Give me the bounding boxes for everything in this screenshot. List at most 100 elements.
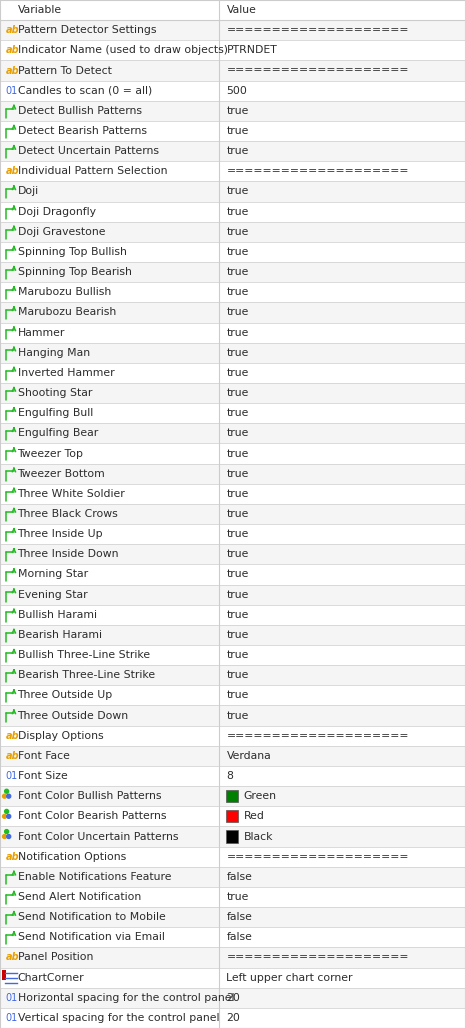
Text: Enable Notifications Feature: Enable Notifications Feature [18,872,171,882]
Text: true: true [226,328,249,337]
Bar [0,484,465,504]
Circle shape [2,814,7,818]
Text: true: true [226,227,249,236]
Text: true: true [226,429,249,438]
Text: Detect Uncertain Patterns: Detect Uncertain Patterns [18,146,159,156]
Bar [0,242,465,262]
Text: ChartCorner: ChartCorner [18,972,84,983]
Text: Engulfing Bear: Engulfing Bear [18,429,98,438]
Text: Bullish Three-Line Strike: Bullish Three-Line Strike [18,650,150,660]
Text: true: true [226,347,249,358]
Text: false: false [226,912,252,922]
Bar [0,21,465,40]
Text: Three Black Crows: Three Black Crows [18,509,118,519]
Text: true: true [226,247,249,257]
Text: Spinning Top Bullish: Spinning Top Bullish [18,247,126,257]
Text: true: true [226,590,249,599]
Bar [226,831,238,843]
Text: ab: ab [6,953,19,962]
Text: Send Notification via Email: Send Notification via Email [18,932,164,943]
Text: Tweezer Top: Tweezer Top [18,448,84,458]
Bar [0,424,465,443]
Text: Font Size: Font Size [18,771,67,781]
Bar [0,262,465,283]
Text: ab: ab [6,26,19,35]
Text: Notification Options: Notification Options [18,851,126,861]
Bar [0,363,465,383]
Text: Three Outside Down: Three Outside Down [18,710,129,721]
Text: Indicator Name (used to draw objects): Indicator Name (used to draw objects) [18,45,227,56]
Bar [0,101,465,121]
Bar [0,121,465,141]
Bar [0,766,465,786]
Text: true: true [226,489,249,499]
Circle shape [7,835,11,839]
Bar [0,61,465,80]
Text: ====================: ==================== [226,26,409,35]
Circle shape [2,835,7,839]
Text: ====================: ==================== [226,953,409,962]
Text: Doji Dragonfly: Doji Dragonfly [18,207,95,217]
Text: 20: 20 [226,1013,240,1023]
Text: Black: Black [244,832,273,842]
Text: Font Color Uncertain Patterns: Font Color Uncertain Patterns [18,832,178,842]
Bar [0,887,465,907]
Text: Pattern Detector Settings: Pattern Detector Settings [18,26,156,35]
Text: Doji Gravestone: Doji Gravestone [18,227,105,236]
Text: 8: 8 [226,771,233,781]
Text: true: true [226,549,249,559]
Bar [0,948,465,967]
Text: Doji: Doji [18,186,39,196]
Text: true: true [226,307,249,318]
Bar [226,810,238,822]
Bar [0,383,465,403]
Text: ====================: ==================== [226,66,409,75]
Bar [0,806,465,827]
Text: Evening Star: Evening Star [18,590,87,599]
Text: true: true [226,207,249,217]
Text: Three Outside Up: Three Outside Up [18,691,113,700]
Bar [0,786,465,806]
Bar [0,443,465,464]
Text: true: true [226,448,249,458]
Text: PTRNDET: PTRNDET [226,45,277,56]
Text: ab: ab [6,45,19,56]
Text: ab: ab [6,750,19,761]
Bar [0,141,465,161]
Bar [0,283,465,302]
Text: ab: ab [6,851,19,861]
Bar [0,403,465,424]
Bar [0,827,465,847]
Text: Horizontal spacing for the control panel: Horizontal spacing for the control panel [18,993,234,1002]
Text: true: true [226,892,249,902]
Bar [0,867,465,887]
Text: Three Inside Down: Three Inside Down [18,549,119,559]
Bar [0,686,465,705]
Text: ====================: ==================== [226,851,409,861]
Bar [0,524,465,544]
Text: Candles to scan (0 = all): Candles to scan (0 = all) [18,85,152,96]
Circle shape [7,814,11,818]
Text: true: true [226,710,249,721]
Text: ab: ab [6,66,19,75]
Text: true: true [226,106,249,116]
Text: Bullish Harami: Bullish Harami [18,610,97,620]
Bar [0,645,465,665]
Text: Red: Red [244,811,265,821]
Bar [0,625,465,645]
Text: ab: ab [6,731,19,741]
Text: Vertical spacing for the control panel: Vertical spacing for the control panel [18,1013,219,1023]
Bar [0,222,465,242]
Text: 20: 20 [226,993,240,1002]
Text: true: true [226,287,249,297]
Bar [0,161,465,181]
Text: true: true [226,630,249,640]
Text: Detect Bullish Patterns: Detect Bullish Patterns [18,106,141,116]
Bar [0,302,465,323]
Bar [0,927,465,948]
Text: true: true [226,650,249,660]
Text: true: true [226,408,249,418]
Text: true: true [226,610,249,620]
Bar [0,745,465,766]
Text: true: true [226,670,249,681]
